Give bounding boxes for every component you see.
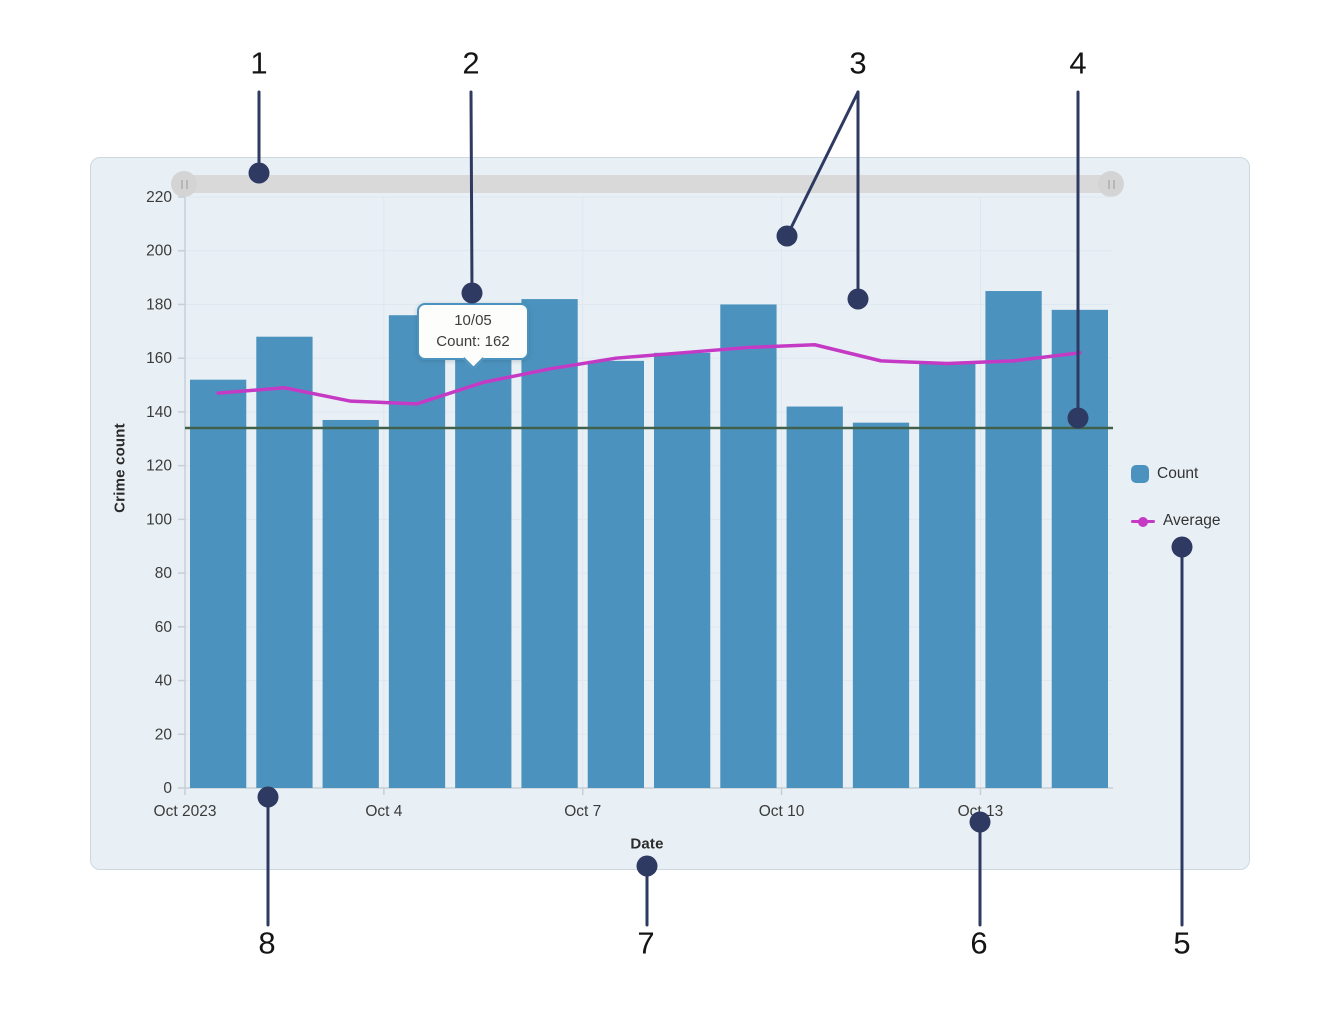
y-tick-label: 180 <box>146 296 172 313</box>
y-tick-label: 80 <box>155 565 173 582</box>
y-tick-label: 200 <box>146 243 172 260</box>
callout-dot-2 <box>461 282 483 304</box>
callout-number-2: 2 <box>462 45 480 81</box>
average-line <box>216 343 1082 406</box>
callout-dot-4 <box>1067 407 1089 429</box>
bar-10/02[interactable] <box>256 336 313 788</box>
bar-10/01[interactable] <box>190 379 247 788</box>
callout-dot-3 <box>847 288 869 310</box>
x-tick-label: Oct 13 <box>958 803 1004 820</box>
callout-number-1: 1 <box>250 45 268 81</box>
scrollbar-left-handle[interactable] <box>171 171 197 197</box>
bar-10/13[interactable] <box>985 291 1042 788</box>
y-tick-label: 120 <box>146 458 172 475</box>
y-tick-label: 60 <box>155 619 173 636</box>
bar-10/05[interactable] <box>455 352 512 788</box>
y-tick-label: 160 <box>146 350 172 367</box>
count-swatch-icon <box>1131 465 1149 483</box>
bar-10/11[interactable] <box>852 422 910 788</box>
callout-number-3: 3 <box>849 45 867 81</box>
callout-number-7: 7 <box>637 925 655 961</box>
bar-10/03[interactable] <box>322 419 379 788</box>
grip-icon <box>1107 179 1115 189</box>
bar-10/06[interactable] <box>521 299 578 788</box>
legend-item-count[interactable]: Count <box>1131 461 1220 487</box>
y-tick-label: 0 <box>163 780 172 797</box>
callout-number-8: 8 <box>258 925 276 961</box>
legend-label-average: Average <box>1163 512 1221 529</box>
callout-dot-8 <box>257 786 279 808</box>
y-tick-label: 100 <box>146 511 172 528</box>
y-tick-label: 220 <box>146 189 172 206</box>
bar-10/14[interactable] <box>1051 309 1108 788</box>
callout-dot-6 <box>969 811 991 833</box>
x-tick-label: Oct 2023 <box>154 803 217 820</box>
x-tick-label: Oct 4 <box>365 803 402 820</box>
time-range-scrollbar[interactable] <box>172 175 1113 193</box>
bar-10/04[interactable] <box>388 315 446 788</box>
x-tick-label: Oct 7 <box>564 803 601 820</box>
bar-10/07[interactable] <box>587 360 644 788</box>
x-axis-title: Date <box>630 835 664 853</box>
callout-number-6: 6 <box>970 925 988 961</box>
x-tick-label: Oct 10 <box>759 803 805 820</box>
y-tick-label: 140 <box>146 404 172 421</box>
y-tick-label: 40 <box>155 673 173 690</box>
chart-tooltip: 10/05 Count: 162 <box>417 303 529 370</box>
bar-10/10[interactable] <box>786 406 843 788</box>
tooltip-date: 10/05 <box>454 312 492 329</box>
average-line-icon <box>1131 512 1155 530</box>
scrollbar-right-handle[interactable] <box>1098 171 1124 197</box>
legend-item-average[interactable]: Average <box>1131 508 1220 534</box>
callout-dot-1 <box>248 162 270 184</box>
callout-dot-5 <box>1171 536 1193 558</box>
callout-dot-3 <box>776 225 798 247</box>
legend: Count Average <box>1131 461 1220 534</box>
callout-line-2 <box>469 90 474 295</box>
y-tick-label: 20 <box>155 726 173 743</box>
callout-line-3 <box>785 90 860 238</box>
bar-10/12[interactable] <box>919 363 976 788</box>
callout-dot-7 <box>636 855 658 877</box>
callout-number-4: 4 <box>1069 45 1087 81</box>
bar-10/08[interactable] <box>654 352 711 788</box>
callout-number-5: 5 <box>1173 925 1191 961</box>
grip-icon <box>180 179 188 189</box>
tooltip-value: Count: 162 <box>436 333 510 350</box>
legend-label-count: Count <box>1157 465 1199 482</box>
bar-10/09[interactable] <box>720 304 777 788</box>
